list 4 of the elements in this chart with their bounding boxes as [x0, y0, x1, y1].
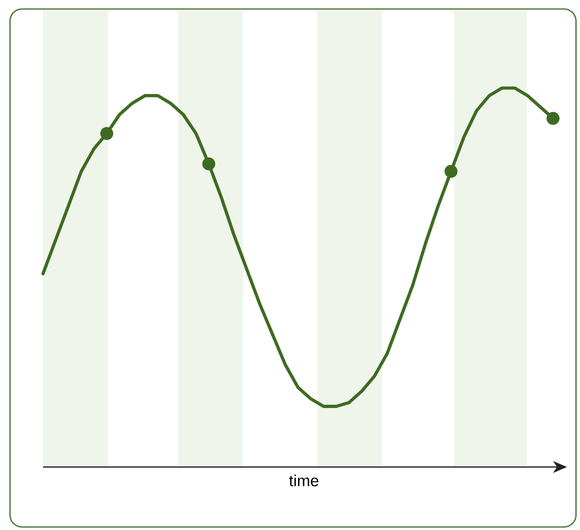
- point: [444, 164, 458, 178]
- point: [100, 127, 114, 140]
- point: [546, 112, 560, 125]
- x-axis-title: time: [289, 474, 318, 486]
